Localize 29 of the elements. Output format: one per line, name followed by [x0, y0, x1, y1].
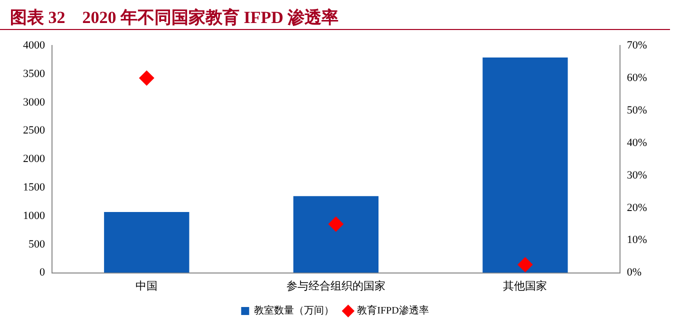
- legend-label: 教育IFPD渗透率: [357, 304, 429, 317]
- y2-tick-label: 10%: [626, 234, 648, 246]
- x-tick-label: 中国: [136, 279, 158, 292]
- y-tick-label: 3500: [23, 68, 46, 80]
- y-tick-label: 0: [40, 266, 46, 279]
- bar: [293, 196, 379, 273]
- point: [328, 216, 344, 232]
- bar: [482, 58, 568, 273]
- y2-tick-label: 30%: [626, 169, 648, 182]
- y2-tick-label: 20%: [626, 202, 648, 214]
- y-tick-label: 1000: [23, 210, 46, 222]
- y2-tick-label: 60%: [626, 72, 648, 84]
- x-tick-label: 其他国家: [503, 279, 548, 292]
- point: [139, 70, 154, 86]
- y2-tick-label: 50%: [626, 104, 648, 116]
- y-tick-label: 2500: [23, 124, 46, 137]
- chart-title: 图表 32 2020 年不同国家教育 IFPD 渗透率: [0, 0, 670, 30]
- y-tick-label: 2000: [23, 153, 46, 166]
- y-tick-label: 3000: [23, 96, 46, 108]
- y2-tick-label: 0%: [626, 266, 642, 279]
- x-tick-label: 参与经合组织的国家: [286, 279, 386, 292]
- y-tick-label: 500: [28, 238, 46, 250]
- y-tick-label: 1500: [23, 181, 46, 194]
- point: [518, 257, 533, 272]
- bar: [104, 212, 190, 273]
- y2-tick-label: 70%: [626, 39, 648, 52]
- y2-tick-label: 40%: [626, 136, 648, 149]
- legend-label: 教室数量（万间）: [254, 304, 334, 317]
- y-tick-label: 4000: [23, 39, 46, 52]
